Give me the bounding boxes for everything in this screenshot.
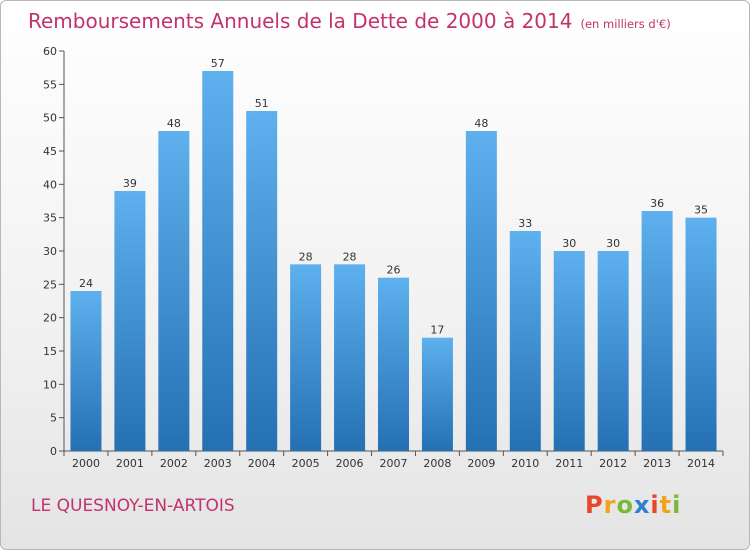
value-label-2013: 36 xyxy=(650,197,664,210)
y-tick-label: 30 xyxy=(43,245,57,258)
y-tick-label: 50 xyxy=(43,112,57,125)
bar-2009 xyxy=(465,131,497,451)
chart-title-text: Remboursements Annuels de la Dette de 20… xyxy=(28,9,573,33)
x-tick-label-2000: 2000 xyxy=(72,457,100,470)
value-label-2003: 57 xyxy=(211,57,225,70)
bar-2010 xyxy=(509,231,541,451)
chart-axes: 0 5 10 15 20 25 30 35 40 45 50 55 60 2000 2001 2002 2003… xyxy=(43,45,724,470)
bar-2014 xyxy=(685,217,717,451)
bar-2002 xyxy=(158,131,190,451)
x-tick-label-2007: 2007 xyxy=(380,457,408,470)
x-tick-label-2008: 2008 xyxy=(423,457,451,470)
bar-2007 xyxy=(378,277,409,451)
y-tick-label: 20 xyxy=(43,312,57,325)
x-tick-label-2010: 2010 xyxy=(511,457,539,470)
value-label-2009: 48 xyxy=(474,117,488,130)
logo-letter: t xyxy=(659,491,673,519)
x-tick-label-2001: 2001 xyxy=(116,457,144,470)
y-tick-label: 55 xyxy=(43,78,57,91)
logo-letter: i xyxy=(650,491,660,519)
bar-2008 xyxy=(421,337,453,451)
y-tick-label: 35 xyxy=(43,212,57,225)
value-label-2001: 39 xyxy=(123,177,137,190)
bar-2000 xyxy=(70,291,102,451)
value-label-2000: 24 xyxy=(79,277,93,290)
value-label-2007: 26 xyxy=(387,264,401,277)
x-tick-label-2014: 2014 xyxy=(687,457,715,470)
value-label-2005: 28 xyxy=(299,250,313,263)
y-tick-label: 0 xyxy=(50,445,57,458)
value-label-2014: 35 xyxy=(694,204,708,217)
y-tick-label: 15 xyxy=(43,345,57,358)
y-tick-label: 25 xyxy=(43,278,57,291)
value-label-2010: 33 xyxy=(518,217,532,230)
logo-letter: r xyxy=(603,491,617,519)
bar-2001 xyxy=(114,191,146,451)
y-tick-label: 40 xyxy=(43,178,57,191)
logo-letter: P xyxy=(585,491,604,519)
x-tick-label-2012: 2012 xyxy=(599,457,627,470)
value-label-2002: 48 xyxy=(167,117,181,130)
y-tick-label: 10 xyxy=(43,378,57,391)
chart-unit: (en milliers d'€) xyxy=(580,17,671,31)
bar-2006 xyxy=(334,264,366,451)
x-tick-label-2009: 2009 xyxy=(467,457,495,470)
bar-2005 xyxy=(290,264,322,451)
x-tick-label-2011: 2011 xyxy=(555,457,583,470)
x-tick-label-2002: 2002 xyxy=(160,457,188,470)
x-tick-label-2013: 2013 xyxy=(643,457,671,470)
value-label-2006: 28 xyxy=(343,250,357,263)
bar-2011 xyxy=(553,251,585,451)
chart-bars: 24 39 48 57 51 28 28 26 17 48 33 30 30 36 35 xyxy=(70,57,717,451)
logo-letter: x xyxy=(633,491,651,519)
bar-2012 xyxy=(597,251,629,451)
commune-name: LE QUESNOY-EN-ARTOIS xyxy=(31,496,235,516)
value-label-2004: 51 xyxy=(255,97,269,110)
proxiti-logo: Proxiti xyxy=(585,491,681,519)
value-label-2012: 30 xyxy=(606,237,620,250)
logo-letter: o xyxy=(616,491,634,519)
y-tick-label: 45 xyxy=(43,145,57,158)
x-tick-label-2004: 2004 xyxy=(248,457,276,470)
value-label-2011: 30 xyxy=(562,237,576,250)
logo-letter: i xyxy=(672,491,682,519)
y-tick-label: 5 xyxy=(50,412,57,425)
chart-title: Remboursements Annuels de la Dette de 20… xyxy=(28,9,671,33)
value-label-2008: 17 xyxy=(430,324,444,337)
bar-2003 xyxy=(202,71,234,451)
x-tick-label-2005: 2005 xyxy=(292,457,320,470)
bar-2004 xyxy=(246,111,278,451)
bar-2013 xyxy=(641,211,673,451)
x-tick-label-2006: 2006 xyxy=(336,457,364,470)
y-tick-label: 60 xyxy=(43,45,57,58)
x-tick-label-2003: 2003 xyxy=(204,457,232,470)
